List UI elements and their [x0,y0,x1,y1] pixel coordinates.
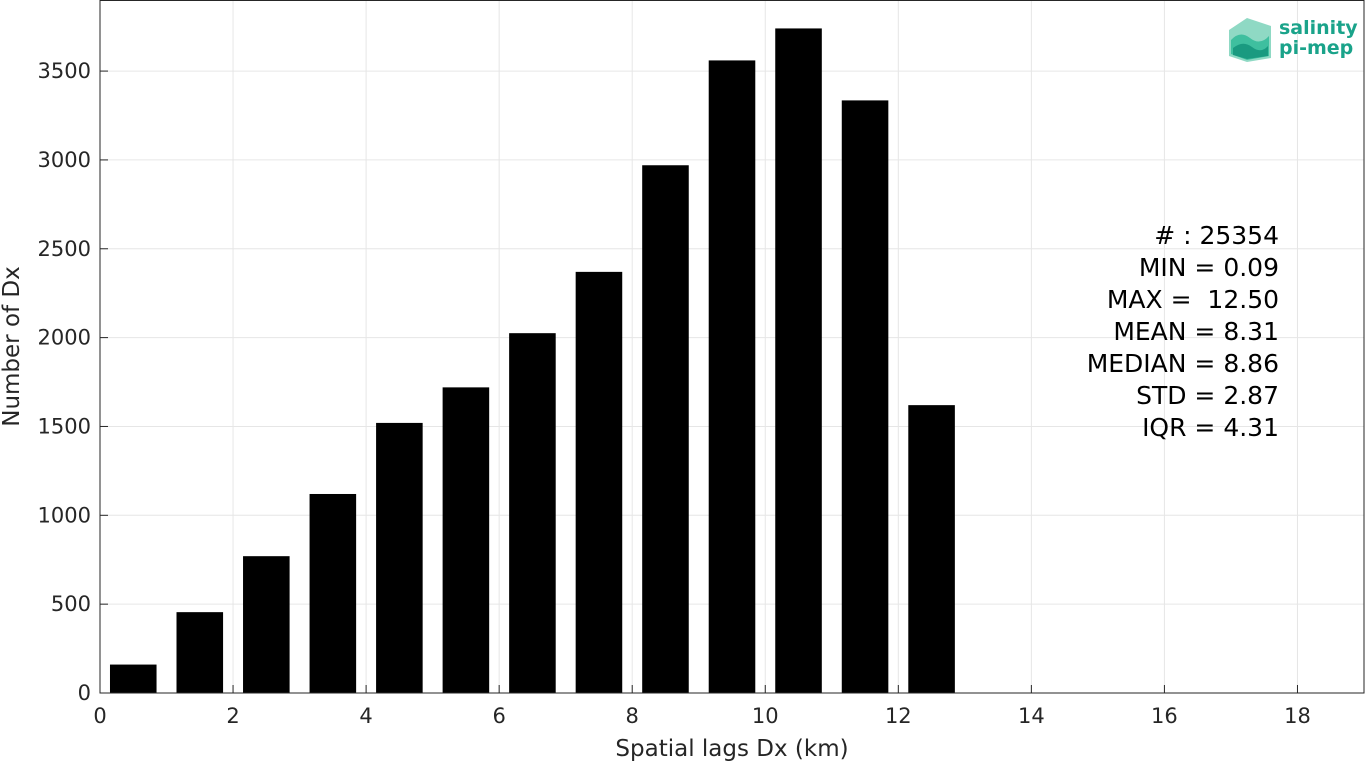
logo-line2: pi-mep [1279,37,1353,59]
y-axis-label: Number of Dx [0,266,25,427]
stat-line: MEDIAN = 8.86 [1087,349,1279,378]
x-axis-label: Spatial lags Dx (km) [615,736,848,762]
x-tick-label: 4 [359,704,372,728]
histogram-bar [442,387,490,693]
x-tick-label: 18 [1284,704,1311,728]
histogram-bar [775,28,822,693]
y-tick-label: 2500 [38,237,91,261]
histogram-bar [176,612,224,693]
logo-line1: salinity [1279,17,1358,39]
x-tick-label: 12 [885,704,912,728]
x-tick-label: 6 [492,704,505,728]
x-tick-label: 16 [1151,704,1178,728]
histogram-bar [708,60,756,693]
y-tick-label: 3500 [38,59,91,83]
stat-line: STD = 2.87 [1136,381,1279,410]
salinity-pi-mep-logo: salinity pi-mep [1229,17,1358,62]
histogram-bar [841,100,889,693]
stat-line: MEAN = 8.31 [1113,317,1279,346]
y-tick-label: 1000 [38,503,91,527]
x-tick-label: 14 [1018,704,1045,728]
x-tick-label: 2 [226,704,239,728]
stat-line: IQR = 4.31 [1142,413,1279,442]
histogram-bar [109,664,157,693]
histogram-bar [243,556,290,693]
statistics-box: # : 25354 MIN = 0.09 MAX = 12.50 MEAN = 8.3… [1087,221,1279,442]
y-tick-label: 2000 [38,326,91,350]
histogram-bar [509,333,556,693]
stat-line: MIN = 0.09 [1139,253,1279,282]
y-tick-label: 0 [78,681,91,705]
x-tick-label: 0 [93,704,106,728]
histogram-bar [309,493,357,693]
bars-group [109,28,955,693]
stat-line: # : 25354 [1154,221,1279,250]
y-tick-label: 3000 [38,148,91,172]
plot-frame [99,0,1365,694]
y-tick-label: 500 [51,592,91,616]
histogram-bar [642,165,689,693]
x-tick-label: 8 [626,704,639,728]
x-axis-ticks: 0 2 4 6 8 10 12 14 16 18 [93,685,1311,728]
y-axis-ticks: 0 500 1000 1500 2000 2500 3000 3500 [38,59,108,705]
histogram-bar [575,271,623,693]
x-tick-label: 10 [752,704,779,728]
stat-line: MAX = 12.50 [1107,285,1279,314]
logo-icon [1229,18,1271,62]
histogram-bar [376,422,423,693]
y-tick-label: 1500 [38,414,91,438]
histogram-bar [908,405,955,693]
